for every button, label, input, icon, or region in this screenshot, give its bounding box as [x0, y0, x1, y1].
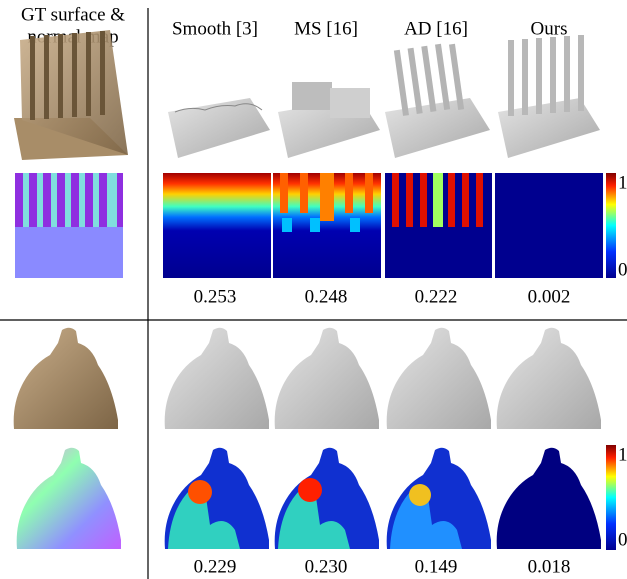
colorbar: [606, 173, 616, 278]
shape: [408, 48, 423, 114]
shape: [564, 36, 570, 112]
shape: [51, 173, 57, 227]
error-map: [163, 173, 603, 278]
error-value: 0.222: [415, 286, 458, 307]
shape: [522, 39, 528, 115]
shape: [550, 37, 556, 113]
shape: [44, 35, 49, 119]
error-value: 0.248: [305, 286, 348, 307]
error-value: 0.018: [528, 556, 571, 577]
normal-map: [15, 173, 123, 278]
shape: [421, 46, 436, 112]
shape: [65, 173, 71, 227]
normal-map: [17, 448, 121, 549]
column-title: AD [16]: [404, 18, 468, 39]
reconstruction: [275, 328, 379, 429]
shape: [168, 98, 270, 158]
shape: [100, 31, 105, 115]
shape: [578, 35, 584, 111]
shape: [86, 32, 91, 116]
gt-statue: [14, 328, 118, 429]
shape: [188, 480, 212, 504]
error-value: 0.149: [415, 556, 458, 577]
gt-surface: [14, 30, 128, 160]
reconstruction: [387, 328, 491, 429]
shape: [79, 173, 85, 227]
shape: [394, 50, 409, 116]
colorbar-label: 1: [618, 444, 627, 465]
shape: [536, 38, 542, 114]
shape: [345, 173, 353, 213]
page: GT surface & normal map Smooth [3] MS [1…: [0, 0, 627, 579]
reconstruction: [165, 328, 269, 429]
shape: [58, 34, 63, 118]
error-value: 0.230: [305, 556, 348, 577]
shape: [280, 173, 288, 213]
shape: [37, 173, 43, 227]
colorbar: [606, 445, 616, 550]
error-map: [165, 448, 601, 549]
shape: [433, 173, 443, 227]
shape: [435, 44, 450, 110]
error-value: 0.253: [194, 286, 237, 307]
shape: [462, 173, 469, 227]
colorbar-label: 1: [618, 172, 627, 193]
error-value: 0.229: [194, 556, 237, 577]
shape: [320, 173, 334, 221]
error-value: 0.002: [528, 286, 571, 307]
shape: [495, 173, 603, 278]
shape: [409, 484, 431, 506]
shape: [282, 218, 292, 232]
shape: [163, 173, 271, 278]
shape: [392, 173, 399, 227]
shape: [508, 40, 514, 116]
shape: [449, 44, 464, 110]
shape: [350, 218, 360, 232]
shape: [476, 173, 483, 227]
shape: [107, 173, 117, 227]
shape: [365, 173, 373, 213]
shape: [448, 173, 455, 227]
reconstruction: [497, 328, 601, 429]
shape: [406, 173, 413, 227]
shape: [72, 33, 77, 117]
figure: GT surface & normal map Smooth [3] MS [1…: [0, 0, 627, 579]
shape: [310, 218, 320, 232]
column-title: Smooth [3]: [172, 18, 258, 39]
shape: [300, 173, 308, 213]
shape: [298, 478, 322, 502]
shape: [30, 36, 35, 120]
shape: [23, 173, 29, 227]
shape: [292, 82, 332, 110]
column-title: MS [16]: [294, 18, 358, 39]
shape: [420, 173, 427, 227]
shape: [330, 88, 370, 118]
colorbar-label: 0: [618, 529, 627, 550]
shape: [385, 98, 490, 158]
shape: [93, 173, 99, 227]
gt-label: GT surface &: [21, 4, 125, 25]
column-title: Ours: [531, 18, 568, 39]
colorbar-label: 0: [618, 259, 627, 280]
shape: [497, 448, 601, 549]
reconstruction: [168, 35, 600, 158]
